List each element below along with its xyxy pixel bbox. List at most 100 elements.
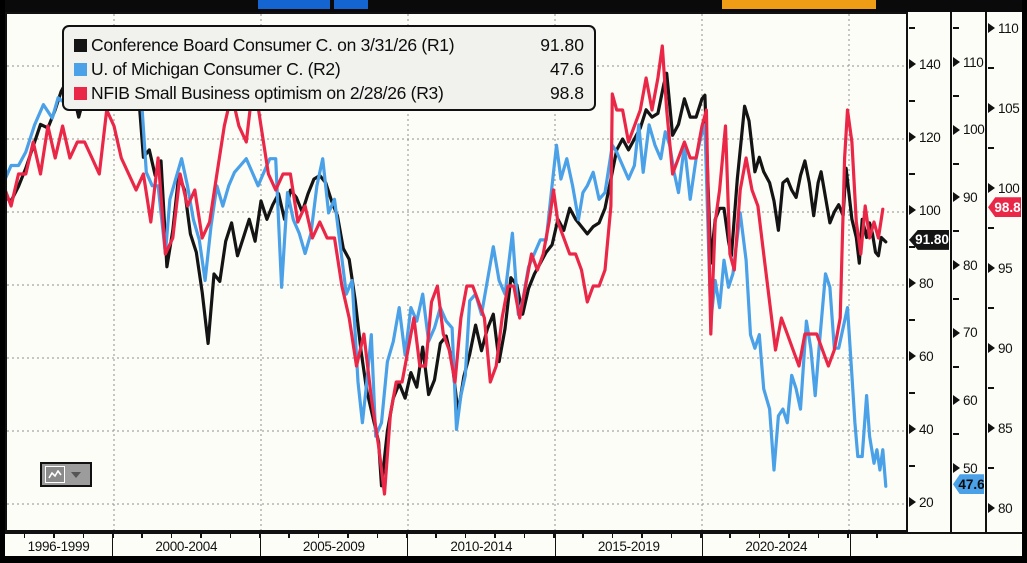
axis-tick-R2: 50 — [953, 460, 978, 476]
tick-arrow-icon — [909, 497, 916, 507]
tick-label: 90 — [963, 189, 978, 205]
tick-arrow-icon — [909, 59, 916, 69]
axis-tick-R3: 105 — [988, 100, 1020, 116]
year-tick — [641, 534, 643, 538]
axis-tick-R2: 60 — [953, 392, 978, 408]
tick-label: 80 — [919, 275, 934, 291]
series-line-R3 — [7, 44, 885, 496]
legend-item-umichigan: U. of Michigan Consumer C. (R2) 47.6 — [74, 57, 584, 81]
chart-type-button[interactable] — [40, 462, 92, 487]
minor-tick — [988, 307, 994, 309]
minor-tick — [988, 67, 994, 69]
axis-tick-R3: 95 — [988, 260, 1013, 276]
minor-tick — [988, 387, 994, 389]
toolbar-fragment-blue-1 — [258, 0, 330, 9]
minor-tick — [909, 99, 915, 102]
year-tick — [170, 534, 173, 538]
year-tick — [406, 534, 408, 538]
tick-label: 80 — [998, 500, 1013, 516]
year-tick — [200, 534, 202, 538]
frame-edge-left — [0, 0, 5, 563]
axis-tick-R2: 80 — [953, 257, 978, 273]
axis-panel-R3: 110 105 100 95 90 85 80 98.8 — [985, 12, 1022, 532]
toolbar-fragment-blue-2 — [334, 0, 368, 9]
year-tick — [670, 534, 673, 538]
year-tick — [464, 534, 467, 538]
legend-item-nfib: NFIB Small Business optimism on 2/28/26 … — [74, 81, 584, 105]
year-tick — [523, 534, 526, 538]
frame-edge-right — [1022, 0, 1027, 563]
year-tick — [288, 534, 290, 538]
axis-tick-R2: 70 — [953, 325, 978, 341]
year-tick — [729, 534, 731, 538]
minor-tick — [953, 433, 959, 436]
frame-edge-bottom — [0, 556, 1027, 563]
tick-arrow-icon — [988, 263, 995, 273]
minor-tick — [953, 94, 959, 97]
year-tick — [112, 534, 114, 538]
year-tick — [229, 534, 232, 538]
tick-arrow-icon — [953, 192, 960, 203]
tick-arrow-icon — [988, 23, 995, 33]
tick-arrow-icon — [909, 278, 916, 288]
minor-tick — [909, 26, 915, 29]
year-tick — [876, 534, 878, 538]
tick-arrow-icon — [988, 423, 995, 433]
year-tick — [82, 534, 85, 538]
tick-arrow-icon — [909, 351, 916, 361]
tick-arrow-icon — [909, 205, 916, 215]
minor-tick — [909, 464, 915, 467]
tick-arrow-icon — [953, 327, 960, 338]
tick-label: 110 — [963, 54, 984, 70]
series-line-R2 — [7, 48, 888, 488]
tick-arrow-icon — [909, 132, 916, 142]
axis-tick-R3: 110 — [988, 20, 1019, 36]
tick-label: 40 — [919, 421, 934, 437]
last-value-badge-R1: 91.80 — [909, 229, 949, 250]
legend-swatch-red — [74, 86, 87, 100]
legend-label: Conference Board Consumer C. on 3/31/26 … — [91, 34, 455, 55]
tick-label: 20 — [919, 494, 934, 510]
x-axis-label-empty — [849, 534, 909, 558]
line-chart-icon — [45, 466, 65, 483]
legend-value: 91.80 — [540, 34, 584, 55]
axis-tick-R2: 90 — [953, 189, 978, 205]
tick-arrow-icon — [988, 103, 995, 113]
tick-label: 60 — [963, 392, 978, 408]
year-tick — [317, 534, 320, 538]
last-value-badge-R2: 47.6 — [953, 474, 984, 495]
legend-label: U. of Michigan Consumer C. (R2) — [91, 58, 341, 79]
chart-legend: Conference Board Consumer C. on 3/31/26 … — [62, 25, 596, 111]
tick-arrow-icon — [953, 124, 960, 135]
minor-tick — [909, 391, 915, 394]
axis-tick-R1: 140 — [909, 56, 941, 72]
year-tick — [435, 534, 437, 538]
axis-tick-R1: 120 — [909, 129, 941, 145]
axis-tick-R2: 110 — [953, 54, 984, 70]
tick-arrow-icon — [909, 424, 916, 434]
minor-tick — [953, 230, 959, 233]
tick-label: 105 — [998, 100, 1020, 116]
tick-label: 120 — [919, 129, 941, 145]
year-tick — [758, 534, 761, 538]
axis-tick-R3: 90 — [988, 340, 1013, 356]
legend-item-conference-board: Conference Board Consumer C. on 3/31/26 … — [74, 33, 584, 57]
axis-panel-R1: 140 120 100 80 60 40 20 91.80 — [908, 12, 950, 532]
x-axis-label: 2000-2004 — [112, 534, 260, 558]
tick-label: 140 — [919, 56, 941, 72]
series-line-R1 — [7, 49, 888, 488]
axis-tick-R1: 80 — [909, 275, 934, 291]
tick-arrow-icon — [953, 463, 960, 474]
x-axis-label: 2010-2014 — [407, 534, 555, 558]
chevron-down-icon[interactable] — [71, 471, 81, 478]
axis-tick-R1: 60 — [909, 348, 934, 364]
minor-tick — [988, 147, 994, 149]
minor-tick — [988, 227, 994, 229]
minor-tick — [953, 162, 959, 165]
minor-tick — [909, 245, 915, 248]
minor-tick — [909, 172, 915, 175]
x-axis-label: 2020-2024 — [702, 534, 850, 558]
axis-panel-R2: 110 100 90 80 70 60 50 47.6 — [950, 12, 985, 532]
legend-value: 98.8 — [549, 82, 584, 103]
x-axis-label: 1996-1999 — [27, 538, 90, 554]
